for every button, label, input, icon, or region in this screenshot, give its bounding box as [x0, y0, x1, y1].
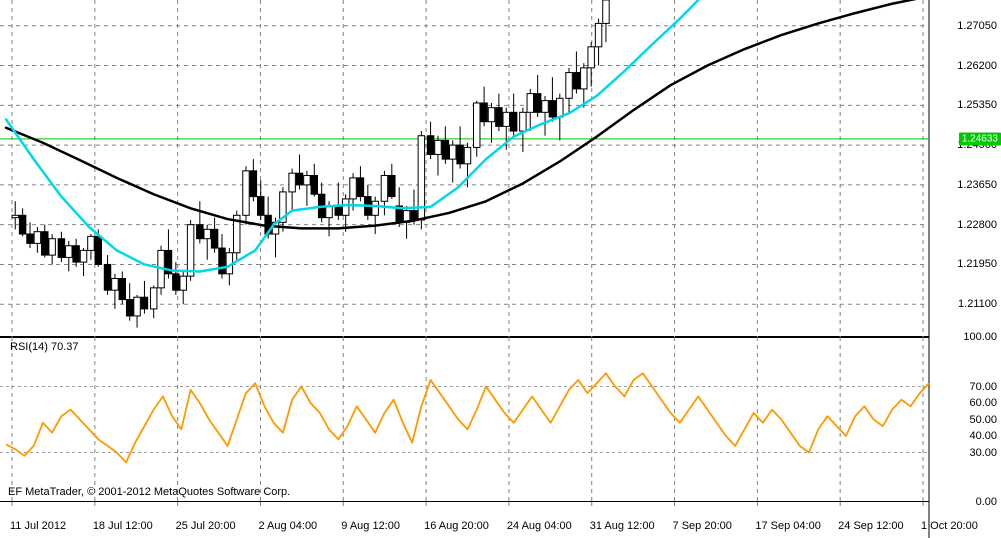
time-label: 24 Aug 04:00: [507, 520, 572, 532]
time-label: 17 Sep 04:00: [755, 520, 820, 532]
rsi-ytick: 60.00: [969, 397, 997, 409]
price-ytick: 1.26200: [957, 60, 997, 72]
price-ytick: 1.22800: [957, 219, 997, 231]
time-label: 9 Aug 12:00: [341, 520, 400, 532]
rsi-label: RSI(14) 70.37: [10, 341, 78, 353]
price-ytick: 1.21950: [957, 258, 997, 270]
rsi-indicator-panel[interactable]: [0, 337, 1001, 502]
time-label: 2 Aug 04:00: [258, 520, 317, 532]
rsi-ytick: 30.00: [969, 447, 997, 459]
rsi-ytick: 40.00: [969, 430, 997, 442]
rsi-ytick: 50.00: [969, 414, 997, 426]
time-label: 11 Jul 2012: [10, 520, 66, 532]
time-label: 24 Sep 12:00: [838, 520, 903, 532]
copyright-text: EF MetaTrader, © 2001-2012 MetaQuotes So…: [8, 486, 290, 498]
time-label: 7 Sep 20:00: [673, 520, 732, 532]
price-chart-panel[interactable]: [0, 0, 1001, 337]
time-label: 18 Jul 12:00: [93, 520, 153, 532]
price-ytick: 1.23650: [957, 179, 997, 191]
time-axis: 11 Jul 2012 18 Jul 12:00 25 Jul 20:00 2 Aug…: [0, 502, 1001, 538]
time-label: 31 Aug 12:00: [590, 520, 655, 532]
price-ytick: 1.27050: [957, 20, 997, 32]
price-ytick: 1.21100: [958, 298, 997, 310]
price-ytick: 1.25350: [957, 99, 997, 111]
price-level-tag: 1.24633: [959, 132, 1001, 145]
rsi-ytick: 0.00: [976, 496, 997, 508]
time-label: 16 Aug 20:00: [424, 520, 489, 532]
time-label: 1 Oct 20:00: [921, 520, 978, 532]
rsi-ytick: 100.00: [963, 331, 997, 343]
time-label: 25 Jul 20:00: [176, 520, 236, 532]
rsi-ytick: 70.00: [969, 381, 997, 393]
